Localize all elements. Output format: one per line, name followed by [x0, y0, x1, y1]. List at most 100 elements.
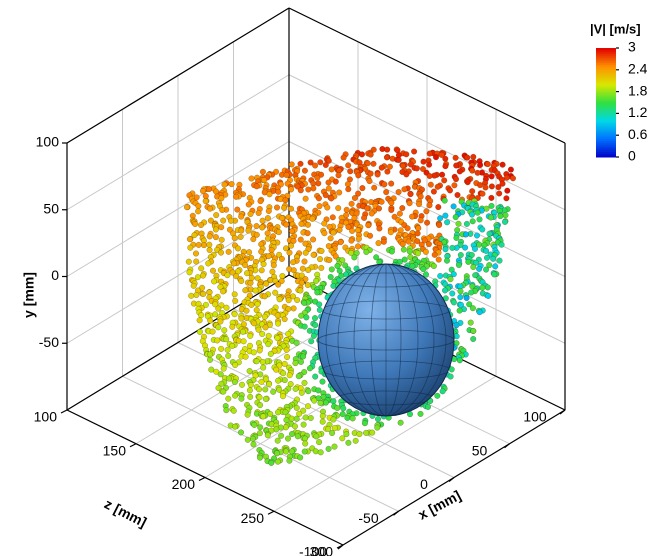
particle: [367, 232, 374, 239]
particle: [367, 151, 374, 158]
particle: [256, 347, 263, 354]
particle: [253, 358, 260, 365]
particle: [206, 356, 214, 363]
particle: [310, 185, 317, 192]
particle: [331, 443, 338, 450]
particle: [417, 217, 424, 224]
particle: [479, 284, 486, 291]
particle: [231, 423, 239, 430]
particle: [395, 188, 402, 196]
particle: [434, 183, 441, 190]
particle: [225, 248, 232, 255]
particle: [265, 253, 272, 260]
particle: [294, 433, 301, 440]
particle: [388, 248, 395, 255]
particle: [197, 221, 205, 229]
particle: [383, 154, 390, 161]
particle: [378, 164, 385, 171]
particle: [462, 231, 470, 238]
particle: [344, 181, 351, 188]
particle: [287, 205, 295, 212]
particle: [267, 350, 274, 357]
particle: [292, 385, 299, 392]
particle: [260, 413, 267, 420]
colorbar-segment: [596, 51, 616, 54]
particle: [308, 338, 315, 345]
particle: [477, 161, 484, 169]
particle: [349, 227, 356, 234]
particle: [288, 448, 295, 455]
particle: [415, 225, 422, 232]
particle: [453, 162, 460, 169]
particle: [230, 260, 238, 267]
particle: [217, 283, 224, 291]
particle: [187, 244, 194, 251]
particle: [309, 215, 316, 222]
particle: [330, 398, 337, 405]
particle: [453, 234, 460, 241]
particle: [383, 189, 390, 196]
colorbar-tick-label: 0.6: [628, 126, 648, 142]
particle: [247, 393, 254, 400]
colorbar-segment: [596, 57, 616, 60]
particle: [472, 272, 479, 279]
particle: [251, 320, 258, 327]
particle: [255, 209, 262, 217]
particle: [452, 176, 460, 183]
particle: [244, 411, 251, 418]
particle: [316, 439, 323, 446]
particle: [355, 235, 362, 242]
particle: [325, 179, 332, 186]
particle: [194, 274, 201, 281]
particle: [420, 266, 427, 273]
particle: [281, 377, 288, 384]
particle: [272, 289, 279, 296]
particle: [434, 392, 441, 399]
particle: [190, 282, 197, 289]
particle: [265, 341, 272, 348]
particle: [388, 180, 395, 187]
particle: [288, 228, 295, 235]
particle: [215, 324, 222, 331]
particle: [217, 318, 224, 325]
particle: [262, 386, 269, 393]
particle: [488, 173, 495, 180]
colorbar-segment: [596, 113, 616, 116]
colorbar-segment: [596, 122, 616, 125]
particle: [388, 206, 395, 214]
particle: [264, 230, 271, 237]
particle: [313, 433, 320, 440]
particle: [311, 315, 319, 322]
particle: [406, 248, 413, 255]
particle: [267, 410, 274, 418]
particle: [240, 321, 247, 328]
particle: [439, 171, 446, 178]
particle: [470, 335, 477, 343]
particle: [217, 249, 225, 256]
colorbar-segment: [596, 67, 616, 71]
particle: [499, 180, 506, 187]
particle: [215, 384, 222, 392]
particle: [229, 342, 236, 349]
particle: [260, 261, 267, 268]
particle: [501, 218, 509, 225]
particle: [307, 414, 314, 422]
particle: [317, 399, 324, 407]
particle: [212, 226, 219, 233]
particle: [275, 320, 282, 327]
particle: [387, 229, 394, 236]
y-tick-label: -50: [39, 334, 59, 350]
particle: [275, 229, 282, 236]
particle: [240, 338, 247, 345]
colorbar-segment: [596, 149, 616, 153]
particle: [279, 272, 286, 280]
particle: [304, 221, 312, 228]
particle: [322, 399, 329, 406]
particle: [238, 213, 245, 220]
colorbar-segment: [596, 144, 616, 147]
particle: [280, 204, 288, 211]
particle: [373, 254, 380, 261]
particle: [281, 316, 288, 323]
z-tick-label: 200: [172, 476, 196, 492]
particle: [477, 182, 484, 189]
